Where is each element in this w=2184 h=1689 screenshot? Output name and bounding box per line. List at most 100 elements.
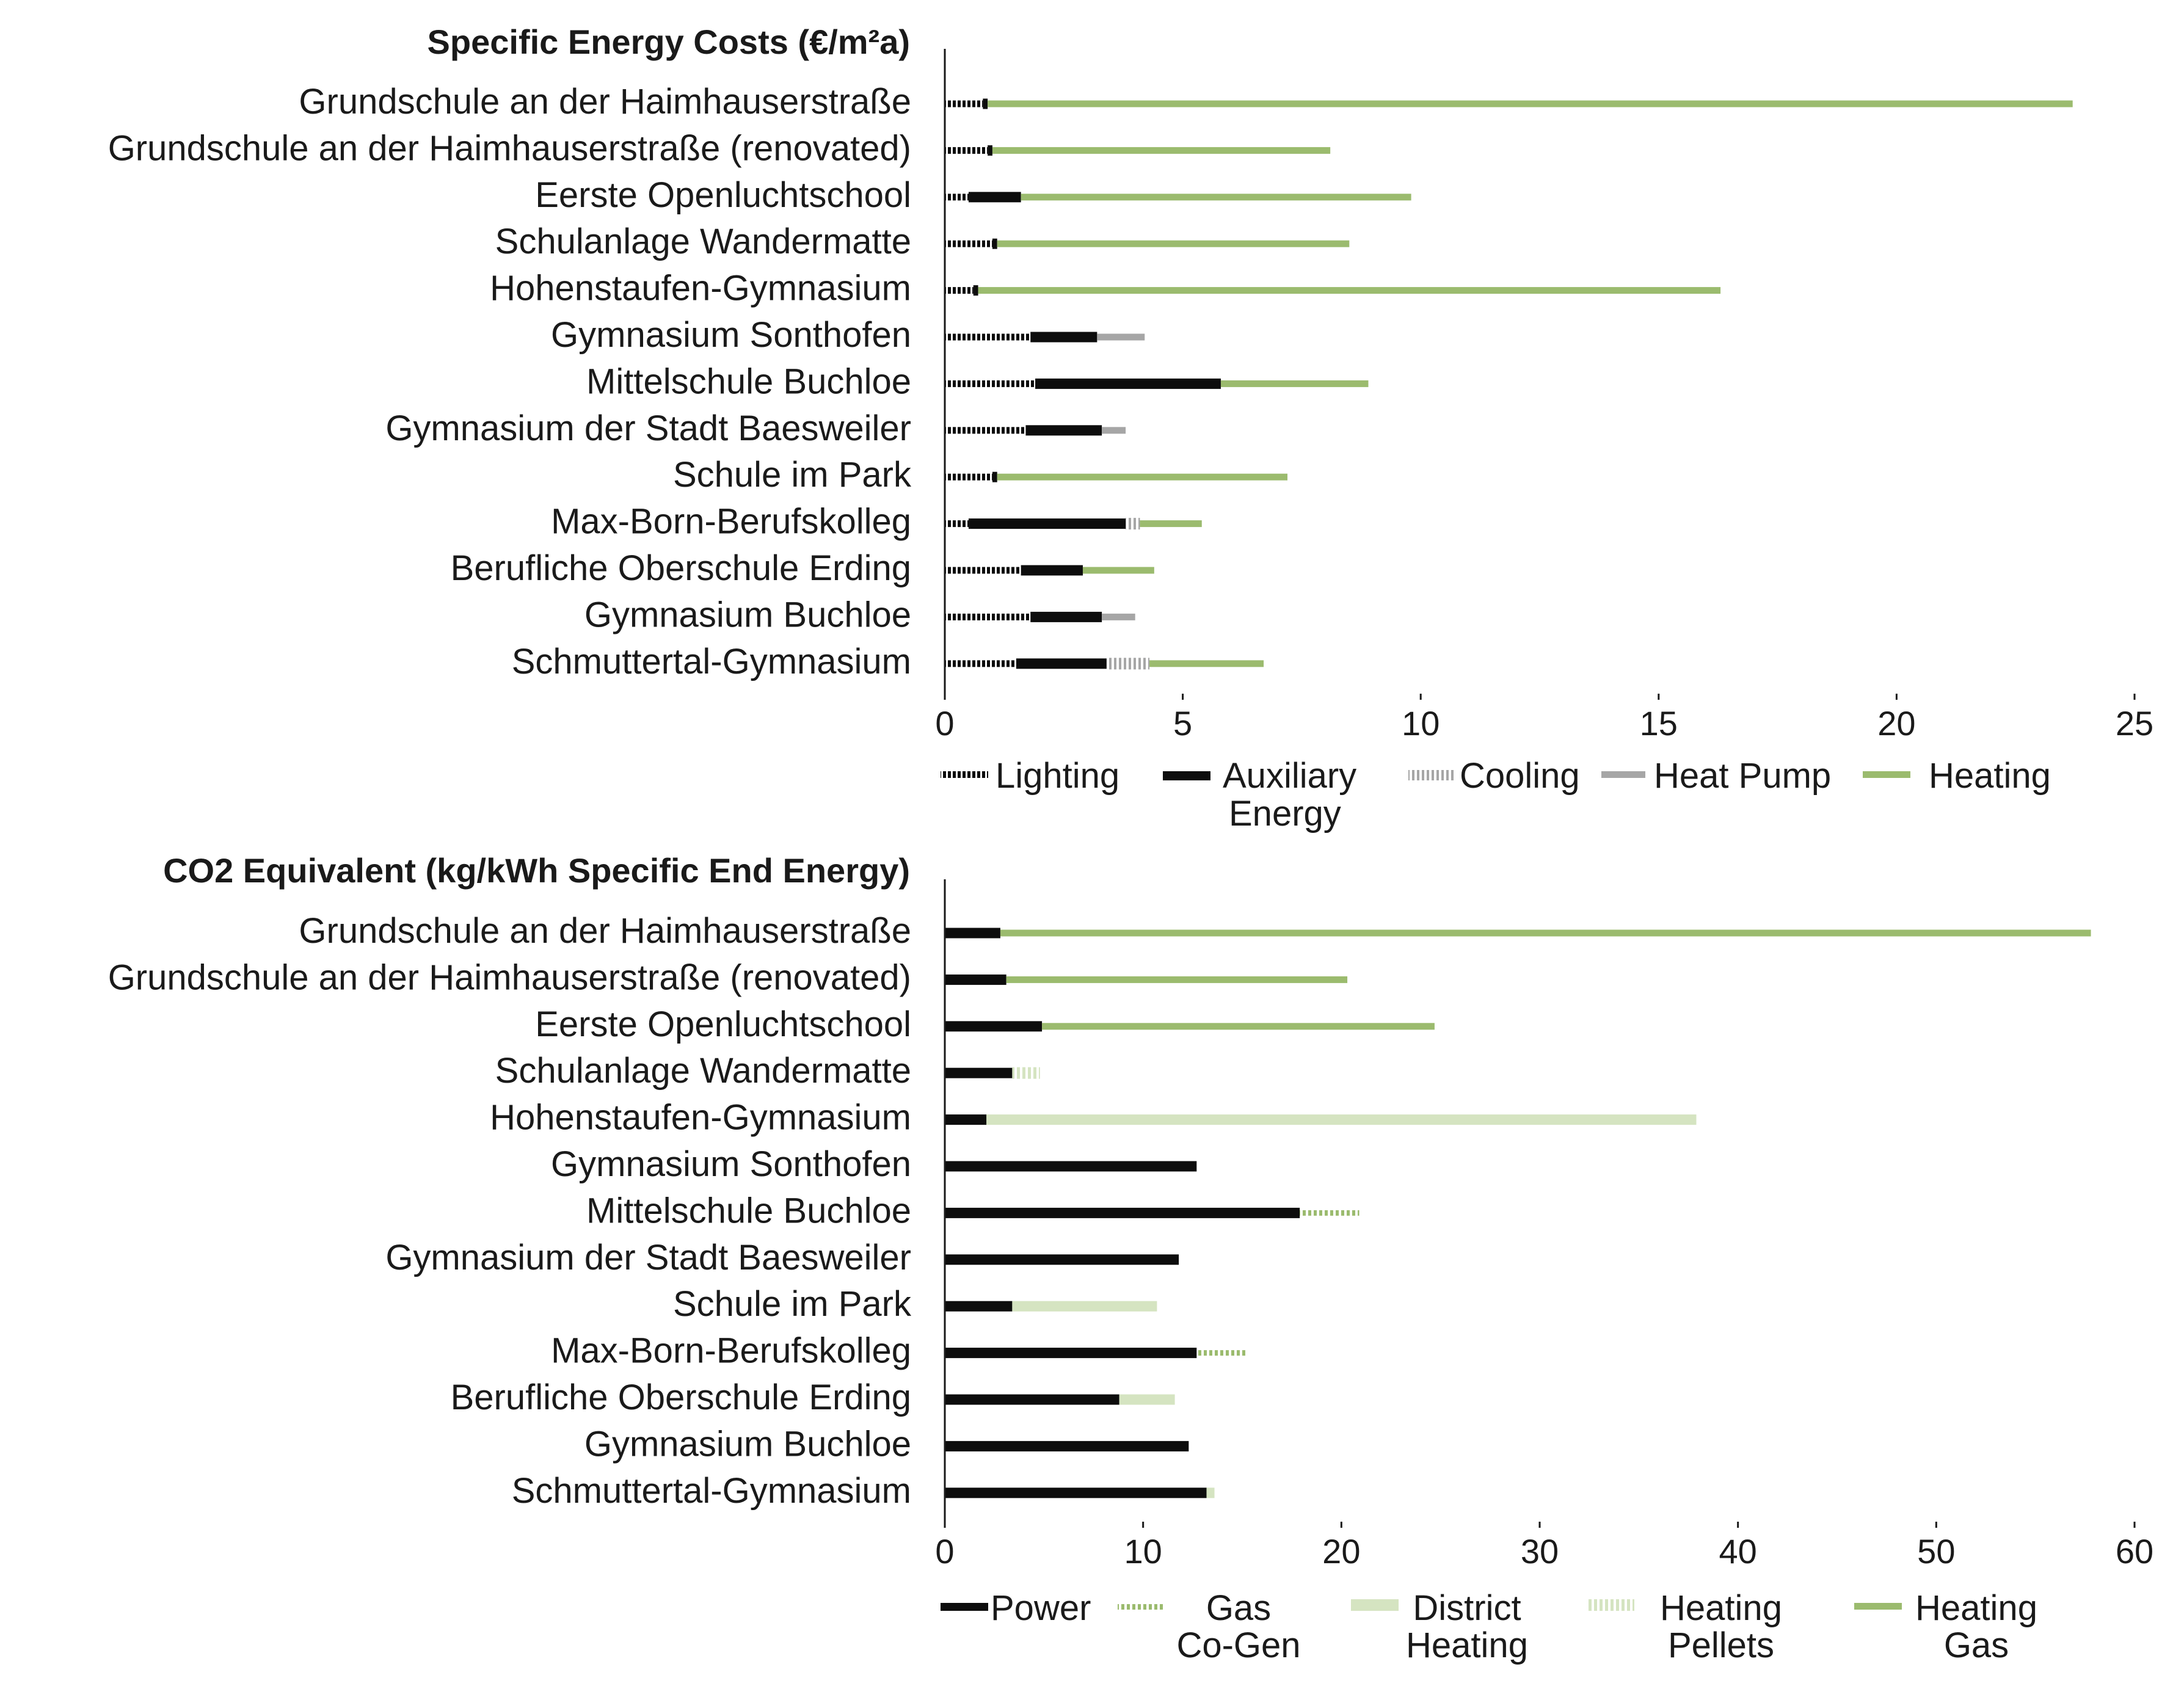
- legend-swatch-heating-pellets: [1587, 1599, 1634, 1611]
- category-label-9: Schule im Park: [673, 1284, 912, 1324]
- bar-power-4: [945, 1067, 1013, 1078]
- legend-label-cooling: Cooling: [1460, 756, 1580, 796]
- category-label-2: Grundschule an der Haimhauserstraße (ren…: [108, 957, 911, 997]
- legend-item-heating: Heating: [1863, 756, 2051, 796]
- bar-gas-co-gen-7: [1300, 1210, 1360, 1216]
- bar-power-13: [945, 1487, 1207, 1498]
- bar-lighting-11: [945, 567, 1021, 574]
- legend-label-gas-co-gen: Gas Co-Gen: [1176, 1588, 1300, 1665]
- category-label-3: Eerste Openluchtschool: [535, 175, 911, 215]
- category-label-3: Eerste Openluchtschool: [535, 1004, 911, 1044]
- x-tick-label-60: 60: [2116, 1532, 2153, 1571]
- bar-heat-pump-8: [1102, 427, 1126, 434]
- bar-auxiliary-energy-2: [988, 145, 992, 156]
- bar-auxiliary-energy-3: [968, 192, 1021, 203]
- chart-2-legend: Power Gas Co-Gen District Heating Heating P…: [941, 1588, 2037, 1665]
- category-label-10: Max-Born-Berufskolleg: [551, 1331, 911, 1371]
- bar-heating-gas-1: [1000, 929, 2091, 937]
- x-tick-label-15: 15: [1640, 704, 1678, 743]
- category-label-5: Hohenstaufen-Gymnasium: [490, 269, 911, 308]
- legend-item-lighting: Lighting: [941, 756, 1119, 796]
- legend-swatch-cooling: [1408, 770, 1456, 780]
- bar-heating-11: [1082, 567, 1154, 574]
- legend-item-district-heating: District Heating: [1351, 1588, 1528, 1665]
- bar-cooling-13: [1106, 658, 1150, 670]
- category-label-10: Max-Born-Berufskolleg: [551, 502, 911, 542]
- category-label-7: Mittelschule Buchloe: [586, 1191, 911, 1230]
- legend-swatch-heating: [1863, 771, 1910, 778]
- legend-label-auxiliary-energy: Auxiliary Energy: [1223, 756, 1356, 834]
- bar-auxiliary-energy-5: [973, 285, 978, 296]
- bar-auxiliary-energy-9: [992, 471, 997, 482]
- chart-energy-costs: Specific Energy Costs (€/m²a) Grundschul…: [108, 23, 2153, 834]
- bar-power-9: [945, 1301, 1013, 1312]
- bar-heating-gas-3: [1042, 1023, 1435, 1030]
- chart-1-title: Specific Energy Costs (€/m²a): [428, 23, 910, 61]
- bar-power-12: [945, 1440, 1189, 1451]
- bar-auxiliary-energy-11: [1021, 565, 1083, 576]
- bar-heating-2: [992, 147, 1331, 154]
- legend-label-district-heating: District Heating: [1406, 1588, 1528, 1665]
- bar-power-1: [945, 928, 1000, 939]
- legend-label-power: Power: [991, 1588, 1091, 1628]
- legend-swatch-auxiliary-energy: [1163, 771, 1210, 780]
- category-label-13: Schmuttertal-Gymnasium: [512, 642, 911, 681]
- legend-item-power: Power: [941, 1588, 1091, 1628]
- x-tick-label-25: 25: [2116, 704, 2153, 743]
- x-tick-label-0: 0: [935, 1532, 954, 1571]
- chart-1-x-ticks: 0 5 10 15 20 25: [935, 694, 2153, 743]
- legend-label-heat-pump: Heat Pump: [1654, 756, 1831, 796]
- bar-heating-gas-2: [1006, 976, 1348, 983]
- bar-heating-10: [1140, 520, 1202, 528]
- x-tick-label-30: 30: [1521, 1532, 1559, 1571]
- bar-power-8: [945, 1254, 1179, 1265]
- bar-heat-pump-6: [1097, 333, 1145, 341]
- bar-gas-co-gen-10: [1196, 1350, 1247, 1356]
- category-label-8: Gymnasium der Stadt Baesweiler: [385, 409, 911, 448]
- legend-label-heating-gas: Heating Gas: [1915, 1588, 2037, 1665]
- category-label-11: Berufliche Oberschule Erding: [451, 548, 911, 588]
- bar-power-2: [945, 974, 1006, 985]
- category-label-4: Schulanlage Wandermatte: [495, 222, 911, 261]
- bar-lighting-7: [945, 380, 1036, 387]
- chart-2-title: CO2 Equivalent (kg/kWh Specific End Ener…: [163, 851, 910, 890]
- bar-district-heating-11: [1119, 1394, 1175, 1405]
- category-label-2: Grundschule an der Haimhauserstraße (ren…: [108, 128, 911, 168]
- bar-lighting-6: [945, 333, 1031, 341]
- legend-item-auxiliary-energy: Auxiliary Energy: [1163, 756, 1356, 834]
- bar-auxiliary-energy-4: [992, 238, 997, 249]
- bar-heating-1: [988, 100, 2073, 107]
- legend-swatch-lighting: [941, 771, 988, 778]
- chart-2-bars: [945, 928, 2091, 1498]
- bar-lighting-13: [945, 660, 1016, 667]
- bar-heating-4: [997, 240, 1350, 247]
- bar-power-6: [945, 1161, 1197, 1172]
- legend-swatch-gas-co-gen: [1118, 1604, 1165, 1610]
- bar-power-11: [945, 1394, 1119, 1405]
- bar-auxiliary-energy-6: [1030, 332, 1097, 343]
- category-label-8: Gymnasium der Stadt Baesweiler: [385, 1238, 911, 1277]
- category-label-5: Hohenstaufen-Gymnasium: [490, 1098, 911, 1138]
- bar-power-5: [945, 1114, 987, 1125]
- category-label-1: Grundschule an der Haimhauserstraße: [299, 911, 911, 951]
- bar-lighting-5: [945, 287, 974, 294]
- legend-item-heating-pellets: Heating Pellets: [1587, 1588, 1782, 1665]
- legend-item-gas-co-gen: Gas Co-Gen: [1118, 1588, 1301, 1665]
- bar-auxiliary-energy-1: [983, 98, 988, 109]
- bar-power-7: [945, 1207, 1300, 1218]
- legend-label-heating: Heating: [1929, 756, 2051, 796]
- chart-co2-equivalent: CO2 Equivalent (kg/kWh Specific End Ener…: [108, 851, 2153, 1665]
- bar-district-heating-9: [1012, 1301, 1157, 1312]
- category-label-7: Mittelschule Buchloe: [586, 361, 911, 401]
- bar-auxiliary-energy-8: [1025, 425, 1102, 436]
- legend-label-heating-pellets: Heating Pellets: [1660, 1588, 1782, 1665]
- bar-auxiliary-energy-13: [1016, 658, 1107, 669]
- bar-heating-pellets-4: [1012, 1067, 1040, 1079]
- x-tick-label-20: 20: [1877, 704, 1915, 743]
- legend-item-heating-gas: Heating Gas: [1854, 1588, 2037, 1665]
- bar-heat-pump-12: [1102, 613, 1135, 620]
- legend-swatch-district-heating: [1351, 1599, 1399, 1611]
- category-label-4: Schulanlage Wandermatte: [495, 1051, 911, 1091]
- bar-power-10: [945, 1348, 1197, 1359]
- x-tick-label-20: 20: [1322, 1532, 1360, 1571]
